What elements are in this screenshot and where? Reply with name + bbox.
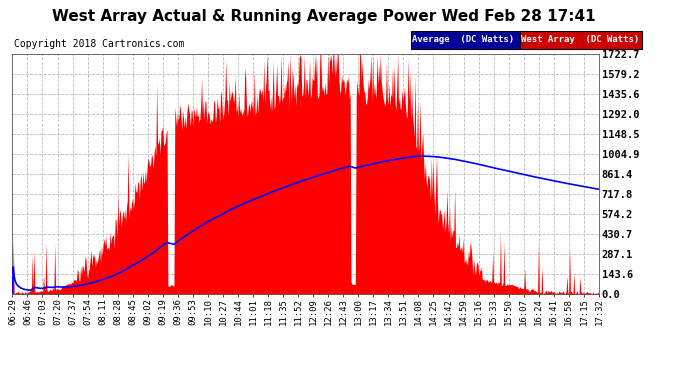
Text: Average  (DC Watts): Average (DC Watts) — [412, 35, 514, 44]
Text: West Array Actual & Running Average Power Wed Feb 28 17:41: West Array Actual & Running Average Powe… — [52, 9, 596, 24]
Text: West Array  (DC Watts): West Array (DC Watts) — [521, 35, 639, 44]
Text: Copyright 2018 Cartronics.com: Copyright 2018 Cartronics.com — [14, 39, 184, 50]
